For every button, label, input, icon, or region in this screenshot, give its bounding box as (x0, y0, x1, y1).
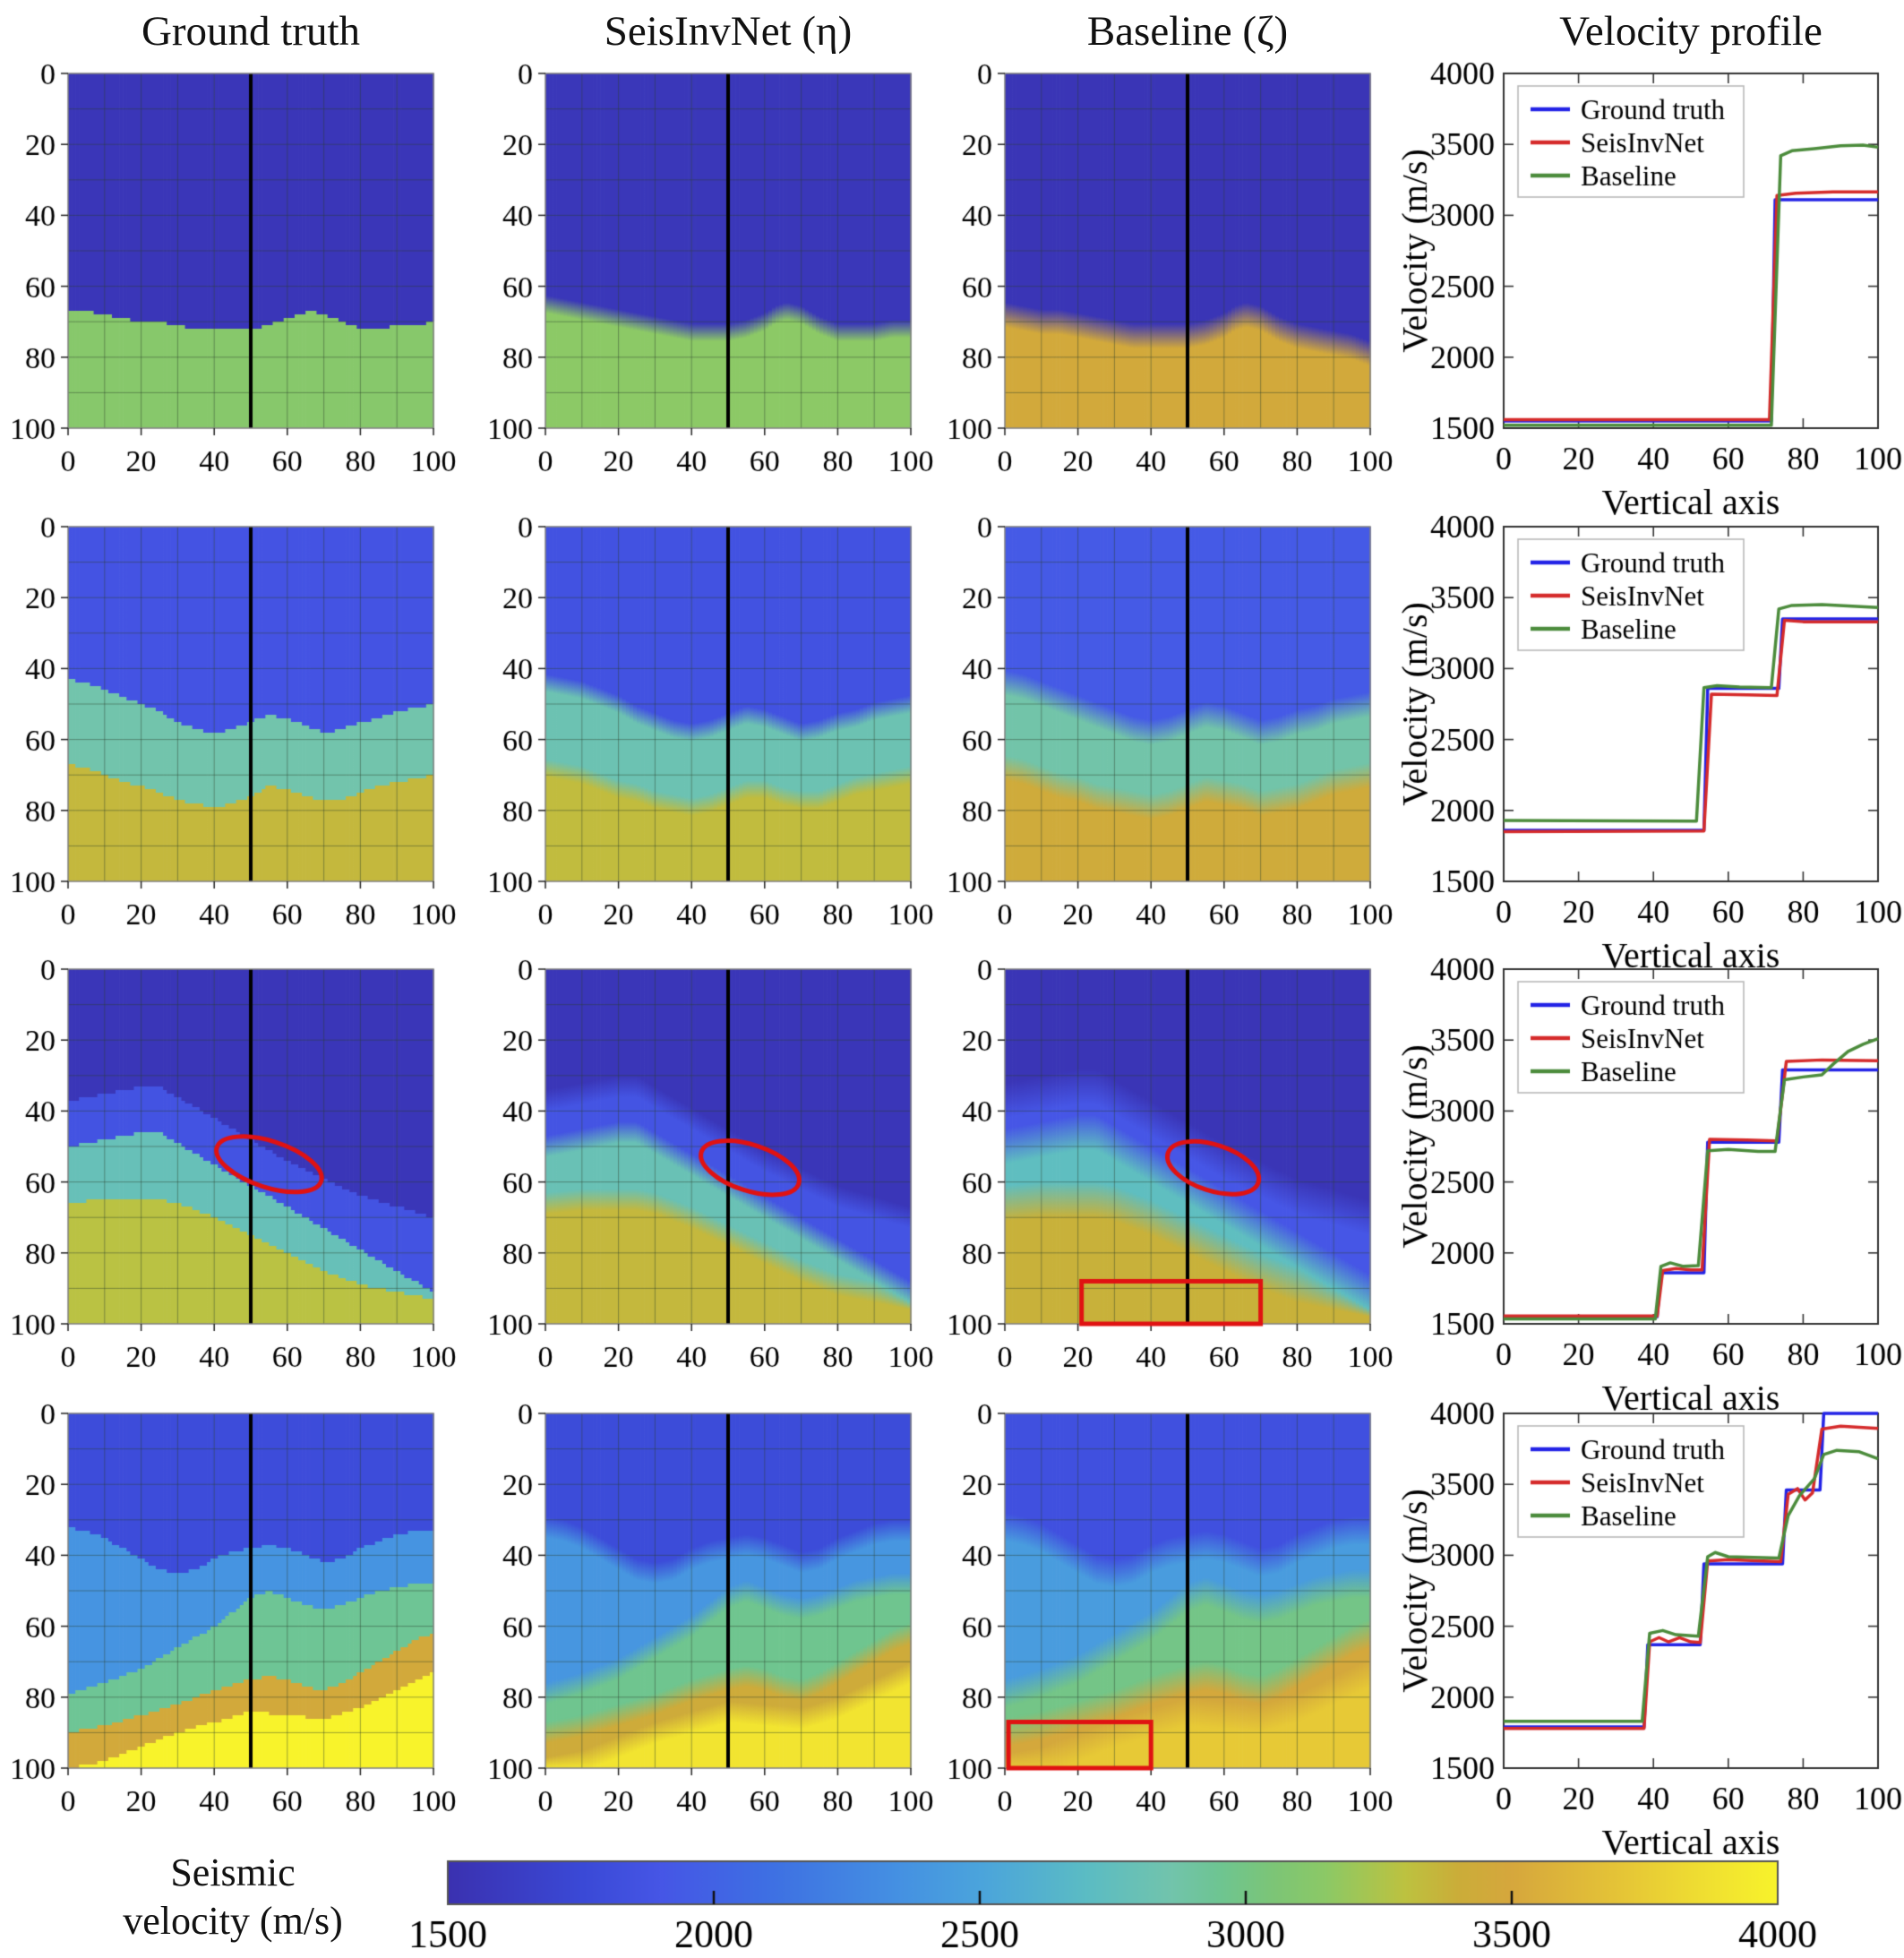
column-title-ground-truth: Ground truth (141, 8, 361, 55)
heatmap-row3-baseline (937, 949, 1414, 1415)
heatmap-row1-ground-truth (0, 54, 477, 520)
heatmap-row2-ground-truth (0, 507, 477, 973)
heatmap-row4-seisinvnet (477, 1394, 955, 1859)
heatmap-row2-seisinvnet (477, 507, 955, 973)
colorbar-label-line2: velocity (m/s) (123, 1898, 343, 1943)
heatmap-row1-baseline (937, 54, 1414, 520)
velocity-profile-row1 (1396, 54, 1904, 520)
heatmap-row3-seisinvnet (477, 949, 955, 1415)
heatmap-row4-baseline (937, 1394, 1414, 1859)
heatmap-row3-ground-truth (0, 949, 477, 1415)
heatmap-row4-ground-truth (0, 1394, 477, 1859)
colorbar-label: Seismic velocity (m/s) (54, 1849, 412, 1945)
velocity-profile-row4 (1396, 1394, 1904, 1859)
colorbar-label-line1: Seismic (170, 1851, 296, 1894)
column-title-baseline: Baseline (ζ) (1086, 8, 1289, 55)
heatmap-row2-baseline (937, 507, 1414, 973)
heatmap-row1-seisinvnet (477, 54, 955, 520)
column-title-seisinvnet: SeisInvNet (η) (604, 8, 853, 55)
velocity-profile-row3 (1396, 949, 1904, 1415)
velocity-profile-row2 (1396, 507, 1904, 973)
column-title-velocity-profile: Velocity profile (1559, 8, 1823, 55)
colorbar (116, 1842, 1836, 1958)
